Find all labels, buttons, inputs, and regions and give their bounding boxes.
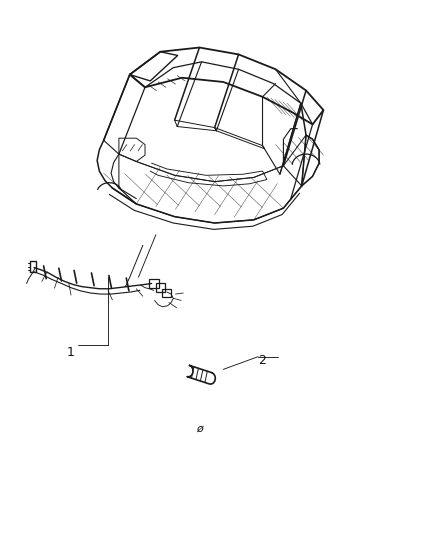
Text: 2: 2 <box>258 354 265 367</box>
Text: 1: 1 <box>67 346 75 359</box>
Text: ø: ø <box>196 423 203 433</box>
